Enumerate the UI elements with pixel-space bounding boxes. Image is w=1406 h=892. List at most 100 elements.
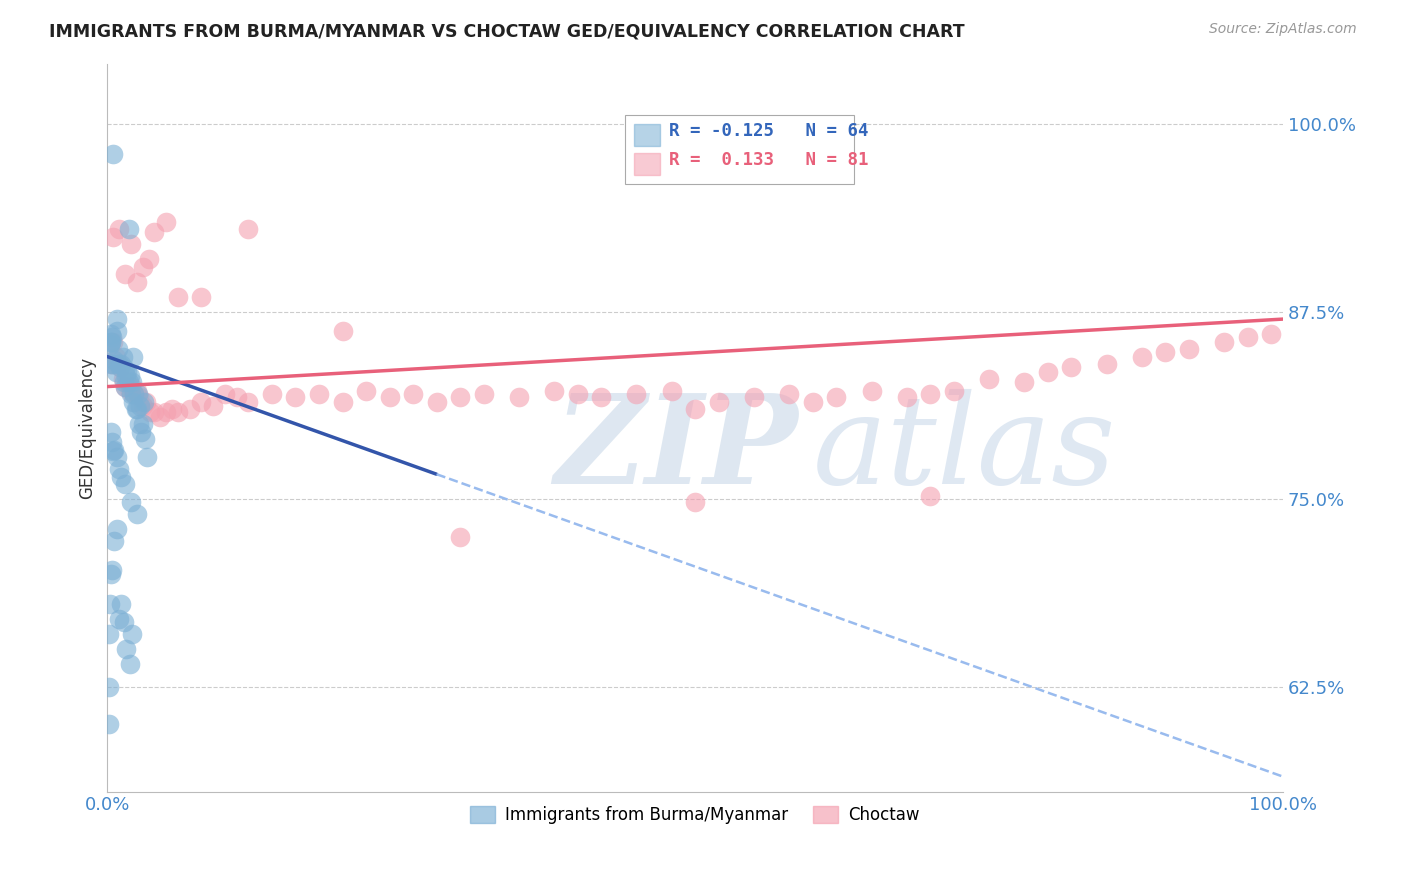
- Point: [131, 425, 153, 439]
- Point: [103, 334, 125, 349]
- Point: [105, 324, 128, 338]
- Point: [284, 390, 307, 404]
- Point: [778, 387, 800, 401]
- Point: [238, 394, 260, 409]
- Point: [332, 324, 354, 338]
- Point: [129, 399, 152, 413]
- Y-axis label: GED/Equivalency: GED/Equivalency: [79, 357, 96, 499]
- Point: [128, 417, 150, 431]
- Point: [104, 350, 127, 364]
- Point: [138, 405, 160, 419]
- Point: [114, 379, 136, 393]
- Point: [103, 444, 125, 458]
- Point: [114, 379, 136, 393]
- Point: [103, 357, 125, 371]
- Point: [108, 222, 131, 236]
- Point: [103, 147, 125, 161]
- Point: [117, 365, 139, 379]
- Point: [115, 369, 138, 384]
- Text: Source: ZipAtlas.com: Source: ZipAtlas.com: [1209, 22, 1357, 37]
- Point: [112, 615, 135, 629]
- Point: [567, 387, 589, 401]
- Point: [114, 361, 136, 376]
- Point: [136, 450, 159, 464]
- Point: [977, 372, 1000, 386]
- Point: [120, 237, 142, 252]
- Point: [118, 384, 141, 398]
- Point: [1036, 365, 1059, 379]
- Point: [920, 387, 942, 401]
- Point: [425, 394, 447, 409]
- Point: [105, 522, 128, 536]
- Point: [167, 405, 190, 419]
- Point: [108, 357, 131, 371]
- Point: [449, 530, 471, 544]
- Point: [108, 612, 131, 626]
- Point: [125, 402, 148, 417]
- Point: [825, 390, 848, 404]
- Point: [860, 384, 883, 398]
- Point: [100, 357, 122, 371]
- Point: [111, 350, 134, 364]
- Point: [378, 390, 401, 404]
- Point: [472, 387, 495, 401]
- Point: [131, 417, 153, 431]
- Point: [97, 717, 120, 731]
- Point: [1095, 357, 1118, 371]
- Point: [125, 384, 148, 398]
- Point: [117, 375, 139, 389]
- Point: [354, 384, 377, 398]
- Point: [105, 312, 128, 326]
- Bar: [634, 153, 659, 175]
- Point: [97, 680, 120, 694]
- Point: [101, 563, 124, 577]
- Point: [108, 462, 131, 476]
- Point: [402, 387, 425, 401]
- Point: [179, 402, 201, 417]
- Text: atlas: atlas: [813, 389, 1116, 510]
- Point: [125, 507, 148, 521]
- Point: [110, 357, 132, 371]
- Point: [110, 360, 132, 375]
- Point: [121, 379, 143, 393]
- Point: [543, 384, 565, 398]
- Point: [160, 402, 183, 417]
- Point: [125, 275, 148, 289]
- Point: [103, 229, 125, 244]
- Point: [115, 642, 138, 657]
- Point: [1236, 330, 1258, 344]
- Point: [118, 657, 141, 672]
- Point: [114, 477, 136, 491]
- Point: [110, 469, 132, 483]
- Text: IMMIGRANTS FROM BURMA/MYANMAR VS CHOCTAW GED/EQUIVALENCY CORRELATION CHART: IMMIGRANTS FROM BURMA/MYANMAR VS CHOCTAW…: [49, 22, 965, 40]
- Point: [124, 387, 146, 401]
- Point: [896, 390, 918, 404]
- Point: [127, 387, 149, 401]
- Point: [143, 225, 166, 239]
- Point: [122, 394, 145, 409]
- Legend: Immigrants from Burma/Myanmar, Choctaw: Immigrants from Burma/Myanmar, Choctaw: [464, 799, 927, 830]
- Point: [107, 342, 129, 356]
- Point: [124, 402, 146, 417]
- Point: [190, 394, 212, 409]
- Point: [100, 567, 122, 582]
- Point: [122, 350, 145, 364]
- Point: [132, 394, 155, 409]
- Point: [111, 372, 134, 386]
- Point: [100, 334, 122, 349]
- Point: [100, 357, 122, 371]
- Point: [100, 327, 122, 342]
- Point: [238, 222, 260, 236]
- Point: [942, 384, 965, 398]
- Point: [97, 627, 120, 641]
- Point: [155, 214, 177, 228]
- Point: [134, 432, 156, 446]
- Point: [155, 405, 177, 419]
- Point: [449, 390, 471, 404]
- Point: [110, 360, 132, 375]
- Text: ZIP: ZIP: [554, 389, 797, 510]
- Point: [332, 394, 354, 409]
- Point: [661, 384, 683, 398]
- Point: [683, 495, 706, 509]
- Point: [101, 435, 124, 450]
